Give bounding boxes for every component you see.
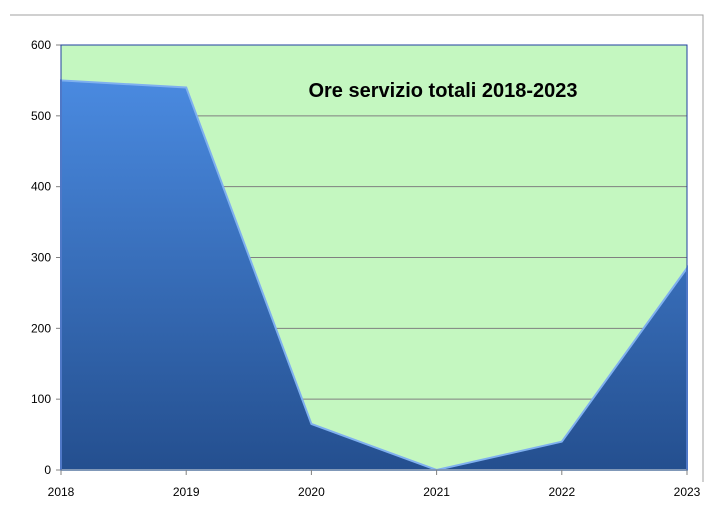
y-tick-label: 600 (31, 38, 51, 52)
chart-title: Ore servizio totali 2018-2023 (308, 80, 577, 102)
y-tick-label: 100 (31, 392, 51, 406)
y-tick-label: 300 (31, 251, 51, 265)
x-tick-label: 2022 (548, 485, 575, 499)
y-tick-label: 0 (44, 463, 51, 477)
x-tick-label: 2023 (674, 485, 701, 499)
chart-border (10, 14, 704, 482)
y-tick-label: 400 (31, 180, 51, 194)
y-tick-label: 500 (31, 109, 51, 123)
x-tick-label: 2019 (173, 485, 200, 499)
x-tick-label: 2018 (48, 485, 75, 499)
plot-area: 0 100 200 300 400 500 600 2018 2019 2020 2021 2022 2… (31, 38, 701, 499)
x-tick-label: 2020 (298, 485, 325, 499)
y-tick-label: 200 (31, 321, 51, 335)
x-tick-label: 2021 (423, 485, 450, 499)
